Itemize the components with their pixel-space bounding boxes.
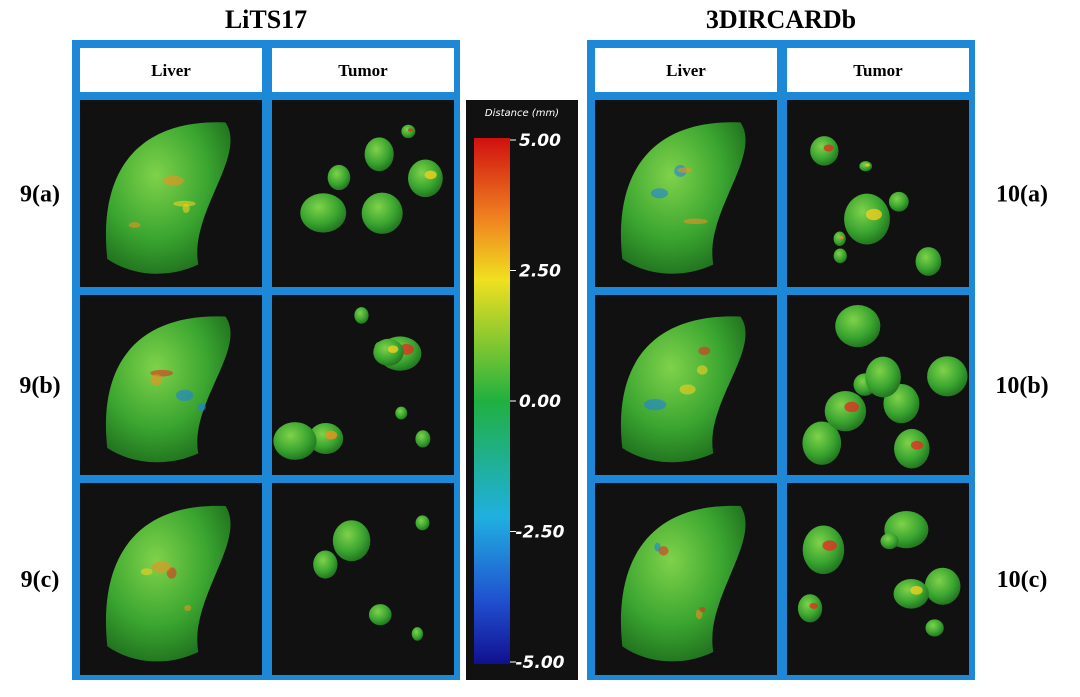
surface-detail: [910, 440, 924, 450]
surface-detail: [162, 175, 184, 186]
tumor-render: [408, 159, 443, 198]
surface-detail: [809, 602, 818, 609]
row-label: 10(c): [997, 567, 1048, 593]
tumor-render: [354, 307, 369, 324]
tumor-render: [401, 124, 416, 139]
tumor-render: [927, 356, 968, 397]
surface-detail: [865, 208, 882, 221]
tumor-render: [894, 428, 930, 469]
liver-render: [105, 316, 231, 463]
column-header-box: [787, 48, 969, 92]
column-header: Liver: [666, 61, 706, 80]
tumor-render: [893, 579, 929, 609]
tumor-render: [802, 421, 842, 465]
tumor-render: [824, 390, 867, 432]
liver-render: [620, 122, 746, 274]
liver-render: [105, 505, 231, 662]
tumor-render: [833, 231, 846, 246]
panel-title: LiTS17: [225, 5, 307, 34]
surface-detail: [698, 346, 711, 356]
surface-detail: [324, 430, 338, 440]
surface-detail: [677, 167, 693, 173]
column-header: Tumor: [338, 61, 388, 80]
tumor-render: [313, 550, 338, 579]
surface-detail: [407, 128, 413, 132]
surface-detail: [387, 345, 399, 354]
row-label: 9(a): [20, 182, 60, 208]
colorbar-tick-label: 5.00: [519, 131, 561, 151]
surface-detail: [683, 218, 708, 225]
tumor-render: [415, 515, 430, 531]
tumor-render: [833, 248, 847, 264]
column-header-box: [595, 48, 777, 92]
tumor-render: [880, 533, 899, 550]
surface-detail: [698, 607, 706, 613]
surface-detail: [184, 604, 192, 612]
panel-title: 3DIRCARDb: [706, 5, 856, 34]
surface-detail: [865, 163, 870, 167]
row-label: 10(a): [996, 182, 1048, 208]
liver-render: [105, 122, 231, 274]
tumor-render: [332, 520, 371, 562]
surface-detail: [696, 365, 708, 375]
surface-detail: [173, 200, 196, 207]
colorbar-tick-label: 2.50: [519, 262, 561, 282]
surface-detail: [197, 403, 206, 412]
column-header-box: [272, 48, 454, 92]
tumor-render: [300, 193, 347, 233]
tumor-render: [924, 567, 961, 605]
tumor-render: [273, 422, 317, 460]
tumor-render: [327, 164, 351, 191]
column-header: Tumor: [853, 61, 903, 80]
surface-detail: [679, 384, 696, 395]
tumor-render: [797, 594, 823, 623]
surface-detail: [140, 568, 153, 576]
tumor-render: [802, 525, 845, 575]
liver-render: [620, 505, 746, 662]
surface-detail: [150, 374, 163, 386]
tumor-render: [308, 422, 344, 455]
surface-detail: [823, 144, 834, 152]
surface-detail: [182, 203, 190, 214]
colorbar-tick-label: 0.00: [519, 392, 561, 412]
tumor-render: [859, 161, 873, 172]
colorbar-title: Distance (mm): [485, 108, 559, 119]
tumor-render: [865, 356, 901, 398]
tumor-render: [915, 247, 942, 276]
column-header-box: [80, 48, 262, 92]
surface-detail: [839, 235, 844, 240]
row-label: 9(b): [19, 373, 60, 399]
tumor-render: [373, 338, 404, 366]
tumor-render: [415, 430, 431, 448]
colorbar-tick-label: -2.50: [516, 523, 565, 543]
surface-detail: [650, 188, 669, 199]
surface-detail: [822, 540, 837, 551]
surface-detail: [151, 561, 171, 573]
surface-detail: [175, 389, 194, 401]
surface-detail: [643, 398, 667, 411]
row-label: 9(c): [21, 567, 60, 593]
tumor-render: [368, 604, 392, 626]
tumor-render: [395, 406, 408, 420]
tumor-render: [810, 136, 839, 166]
tumor-render: [888, 191, 909, 212]
row-label: 10(b): [995, 373, 1048, 399]
tumor-render: [925, 619, 944, 637]
tumor-render: [411, 627, 424, 641]
surface-detail: [844, 401, 859, 413]
render-cell: [787, 100, 969, 287]
surface-detail: [658, 546, 669, 556]
surface-detail: [128, 222, 141, 228]
surface-detail: [910, 585, 923, 595]
column-header: Liver: [151, 61, 191, 80]
render-cell: [272, 483, 454, 675]
tumor-render: [844, 193, 890, 245]
tumor-render: [361, 192, 403, 234]
colorbar-gradient: [474, 138, 510, 664]
tumor-render: [364, 137, 394, 172]
tumor-render: [835, 304, 881, 348]
surface-detail: [424, 170, 437, 180]
colorbar-tick-label: -5.00: [516, 653, 565, 673]
